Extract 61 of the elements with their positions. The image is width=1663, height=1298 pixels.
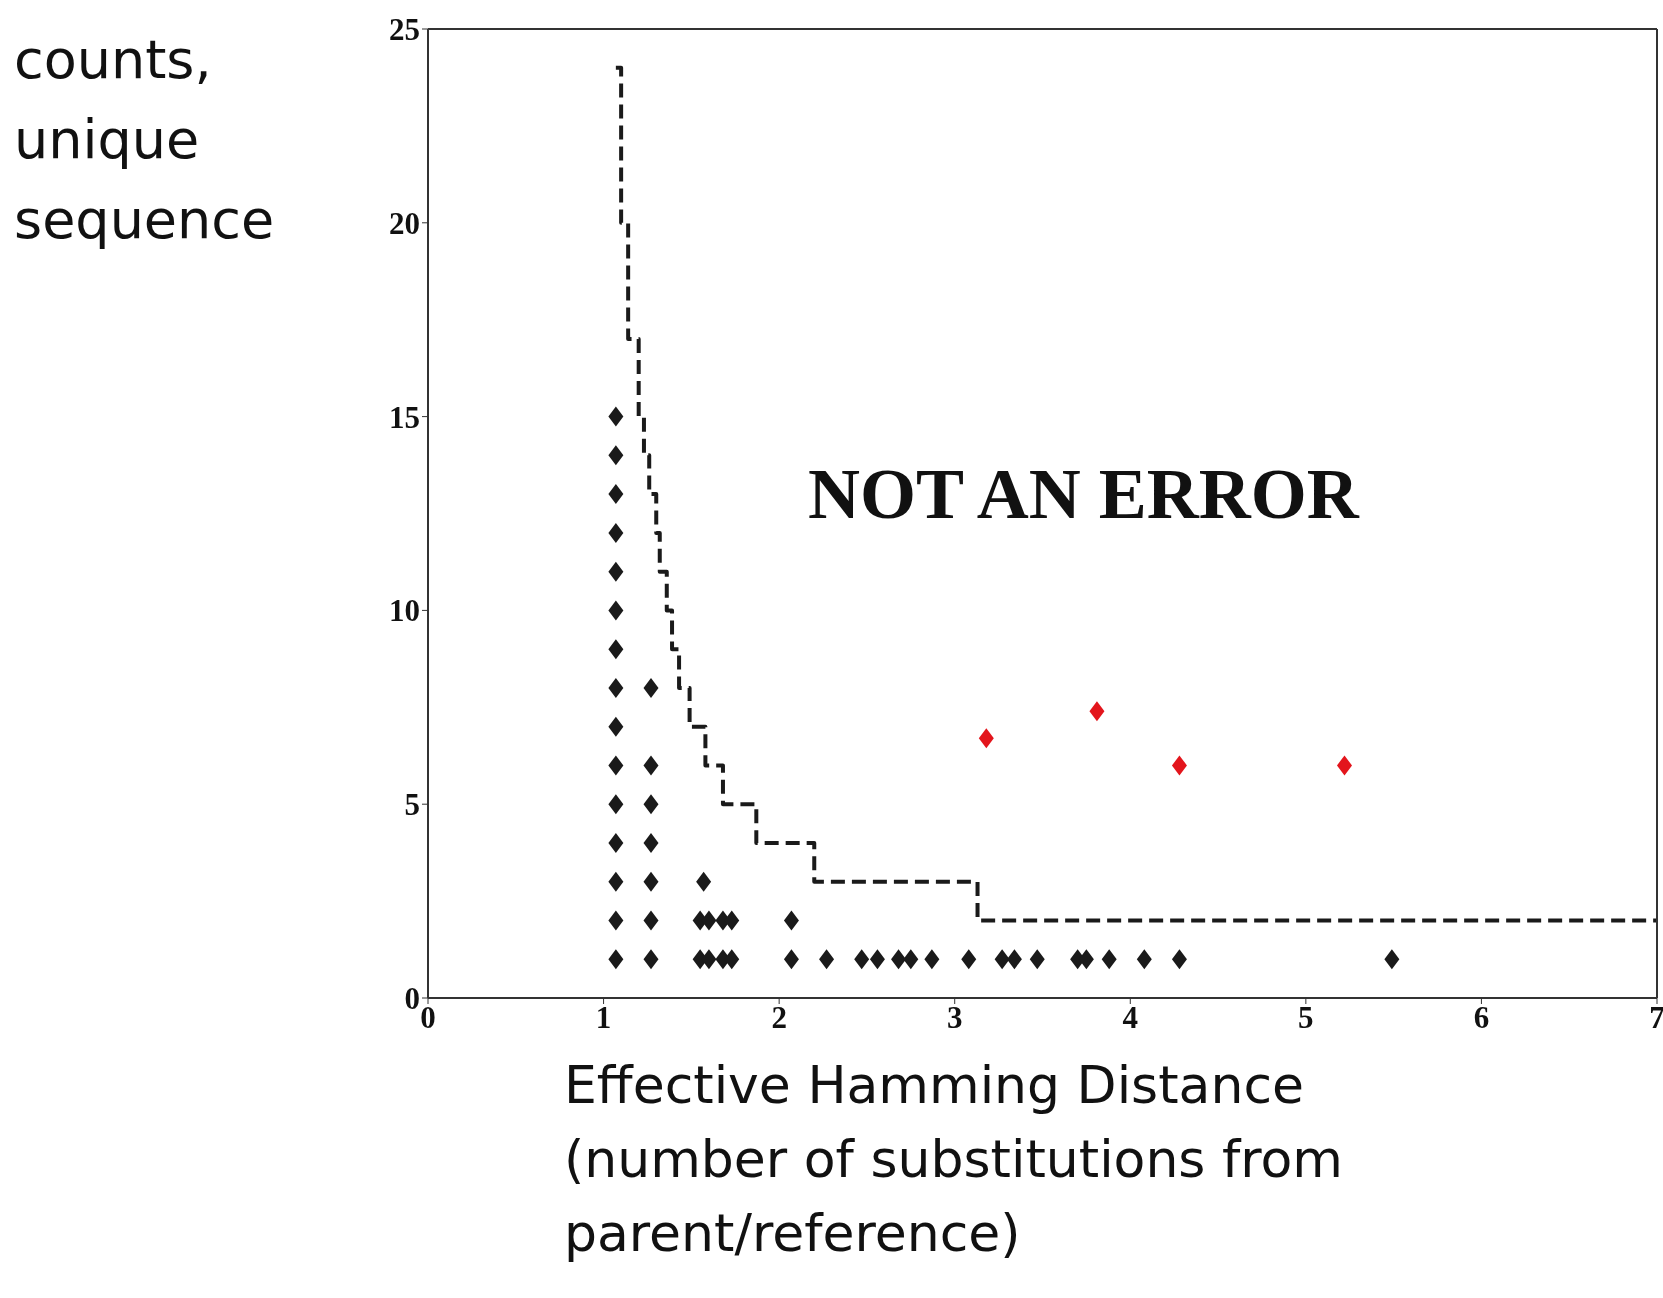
point <box>701 910 717 931</box>
point <box>924 949 940 970</box>
point <box>701 949 717 970</box>
point <box>1136 949 1152 970</box>
point <box>1006 949 1022 970</box>
point <box>891 949 907 970</box>
annotation: NOT AN ERROR <box>808 453 1359 536</box>
point <box>1336 755 1352 776</box>
point <box>643 677 659 698</box>
point <box>854 949 870 970</box>
point <box>608 794 624 815</box>
point <box>1101 949 1117 970</box>
point <box>608 445 624 466</box>
x-tick-label: 3 <box>946 1000 963 1036</box>
point <box>819 949 835 970</box>
point <box>1384 949 1400 970</box>
point <box>643 910 659 931</box>
point <box>783 949 799 970</box>
point <box>608 522 624 543</box>
x-tick-label: 6 <box>1473 1000 1490 1036</box>
y-tick-label: 10 <box>389 593 420 629</box>
point <box>608 871 624 892</box>
point <box>643 832 659 853</box>
point <box>608 716 624 737</box>
point <box>643 949 659 970</box>
point <box>978 728 994 749</box>
point <box>724 910 740 931</box>
point <box>961 949 977 970</box>
point <box>869 949 885 970</box>
point <box>783 910 799 931</box>
y-tick-label: 5 <box>404 787 420 823</box>
y-tick-label: 25 <box>389 12 420 48</box>
point <box>608 755 624 776</box>
point <box>608 910 624 931</box>
point <box>994 949 1010 970</box>
point <box>643 794 659 815</box>
x-tick-label: 4 <box>1122 1000 1139 1036</box>
point <box>1171 755 1187 776</box>
x-tick-label: 2 <box>771 1000 787 1036</box>
point <box>643 871 659 892</box>
point <box>1089 701 1105 722</box>
y-tick-label: 15 <box>389 399 420 435</box>
point <box>696 871 712 892</box>
point <box>1171 949 1187 970</box>
point <box>1029 949 1045 970</box>
x-axis-title: Effective Hamming Distance (number of substitutions from parent/reference) <box>564 1054 1344 1265</box>
point <box>608 639 624 660</box>
point <box>608 949 624 970</box>
y-tick-label: 20 <box>389 205 420 241</box>
point <box>608 561 624 582</box>
x-tick-label: 1 <box>595 1000 612 1036</box>
point <box>608 484 624 505</box>
point <box>608 832 624 853</box>
point <box>608 406 624 427</box>
point <box>608 677 624 698</box>
point <box>608 600 624 621</box>
x-tick-label: 5 <box>1298 1000 1314 1036</box>
point <box>724 949 740 970</box>
y-axis-title: counts, unique sequence <box>14 27 276 253</box>
point <box>903 949 919 970</box>
point <box>643 755 659 776</box>
